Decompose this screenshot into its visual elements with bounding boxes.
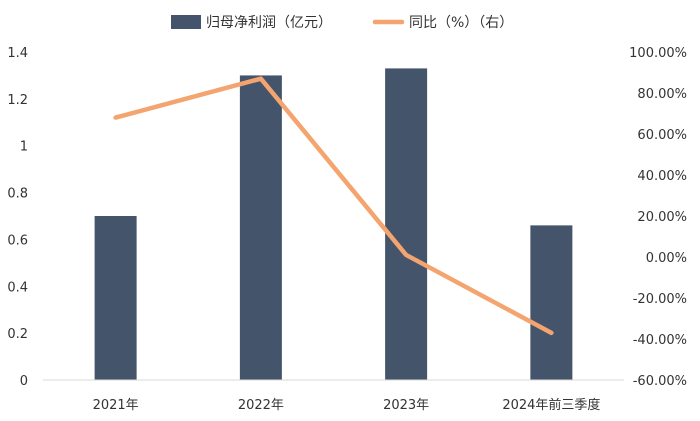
category-label: 2022年: [238, 398, 284, 413]
left-tick-label: 0.4: [7, 280, 28, 295]
right-tick-label: 100.00%: [629, 46, 687, 61]
right-tick-label: 80.00%: [637, 87, 687, 102]
left-axis: 0 0.2 0.4 0.6 0.8 1 1.2 1.4: [7, 46, 28, 389]
left-tick-label: 0: [20, 374, 28, 389]
legend-label-line: 同比（%）（右）: [409, 15, 513, 31]
right-tick-label: -40.00%: [633, 333, 687, 348]
left-tick-label: 0.2: [7, 327, 28, 342]
bar: [239, 75, 282, 380]
right-tick-label: 0.00%: [646, 251, 687, 266]
right-tick-label: -20.00%: [633, 292, 687, 307]
left-tick-label: 0.8: [7, 187, 28, 202]
line-series: [113, 76, 554, 336]
right-tick-label: -60.00%: [633, 374, 687, 389]
legend: 归母净利润（亿元） 同比（%）（右）: [171, 14, 513, 31]
left-tick-label: 1.4: [7, 46, 28, 61]
bar: [385, 68, 428, 381]
category-label: 2023年: [383, 398, 429, 413]
right-tick-label: 20.00%: [637, 210, 687, 225]
legend-label-bar: 归母净利润（亿元）: [206, 14, 332, 31]
category-label: 2024年前三季度: [502, 397, 600, 413]
left-tick-label: 1.2: [7, 93, 28, 108]
legend-swatch-bar: [171, 15, 201, 29]
bar: [94, 216, 137, 380]
bar-series: [94, 68, 573, 381]
left-tick-label: 1: [20, 140, 28, 155]
bar: [530, 225, 573, 380]
right-tick-label: 60.00%: [637, 128, 687, 143]
left-tick-label: 0.6: [7, 233, 28, 248]
x-axis: 2021年 2022年 2023年 2024年前三季度: [43, 379, 624, 413]
right-tick-label: 40.00%: [637, 169, 687, 184]
right-axis: -60.00% -40.00% -20.00% 0.00% 20.00% 40.00% 60…: [629, 46, 687, 389]
line-series-path: [113, 76, 554, 336]
category-label: 2021年: [93, 398, 139, 413]
